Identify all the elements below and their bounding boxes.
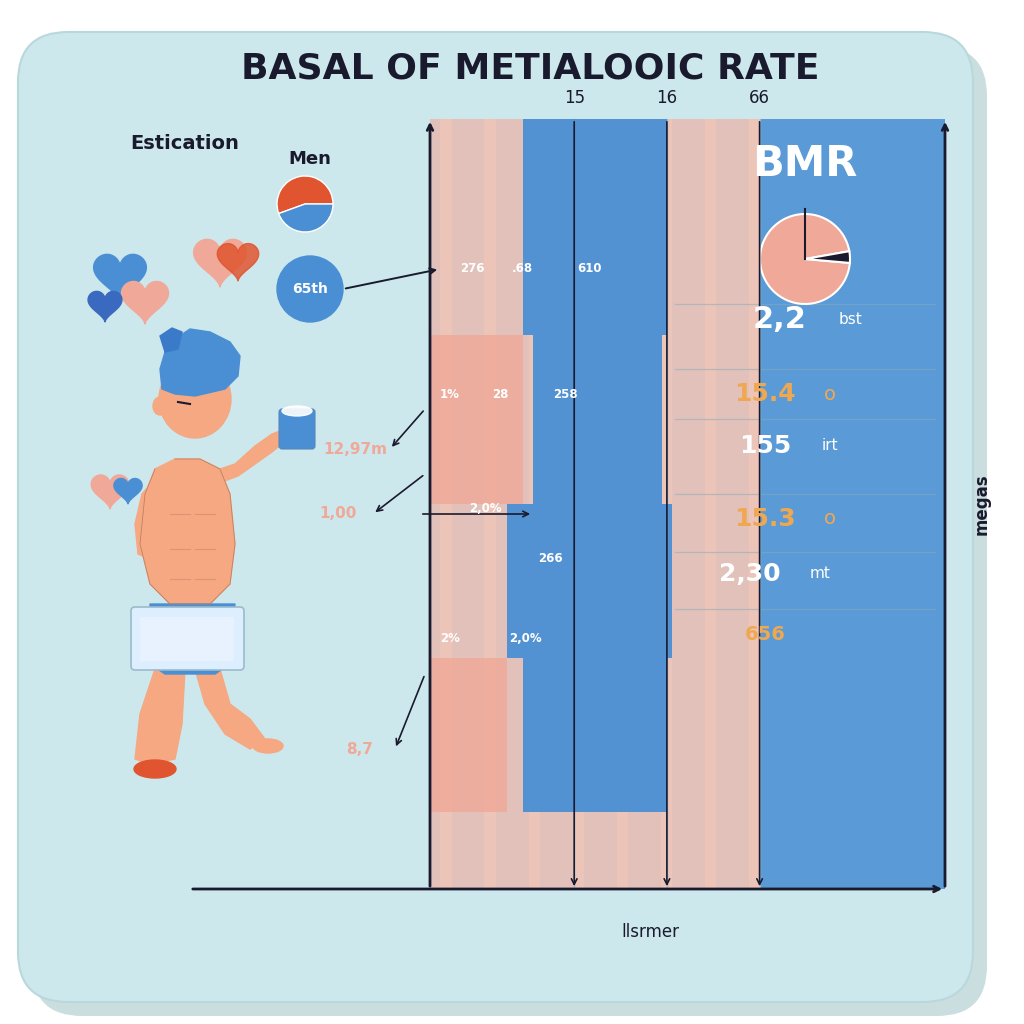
FancyBboxPatch shape [279, 409, 315, 449]
Text: 276: 276 [460, 262, 484, 275]
Text: bst: bst [838, 311, 862, 327]
Bar [760, 119, 945, 889]
Polygon shape [160, 328, 182, 352]
Text: 16: 16 [656, 89, 678, 106]
Polygon shape [150, 604, 234, 674]
Text: BASAL OF METIALOOIC RATE: BASAL OF METIALOOIC RATE [241, 52, 819, 86]
Polygon shape [88, 292, 122, 322]
Text: 258: 258 [553, 387, 578, 400]
Ellipse shape [253, 739, 283, 753]
Bar [528, 119, 540, 889]
Polygon shape [217, 244, 259, 281]
Text: o: o [824, 384, 836, 403]
Bar [534, 335, 662, 504]
Text: 610: 610 [578, 262, 602, 275]
Text: 1%: 1% [440, 387, 460, 400]
Polygon shape [93, 254, 146, 302]
Wedge shape [760, 214, 850, 304]
Text: o: o [824, 510, 836, 528]
Ellipse shape [153, 397, 167, 415]
Text: 15.3: 15.3 [734, 507, 796, 531]
Bar [616, 119, 628, 889]
Text: 155: 155 [739, 434, 792, 458]
Polygon shape [160, 329, 240, 396]
Text: 28: 28 [492, 387, 508, 400]
Text: 266: 266 [538, 553, 562, 565]
Text: Men: Men [289, 150, 332, 168]
Text: mt: mt [810, 566, 830, 582]
Text: Estication: Estication [130, 134, 239, 154]
Polygon shape [135, 479, 162, 559]
Bar [522, 658, 667, 812]
Ellipse shape [282, 406, 312, 416]
Bar [662, 119, 673, 889]
Text: 2,0%: 2,0% [509, 633, 542, 645]
Text: 1,00: 1,00 [319, 507, 356, 521]
Polygon shape [114, 478, 142, 504]
Ellipse shape [159, 360, 231, 438]
Text: 65th: 65th [292, 282, 328, 296]
Bar [750, 119, 761, 889]
Polygon shape [140, 459, 234, 604]
Text: 15: 15 [563, 89, 585, 106]
Text: 2,30: 2,30 [719, 562, 781, 586]
Polygon shape [91, 475, 129, 509]
FancyBboxPatch shape [131, 607, 244, 670]
Ellipse shape [134, 760, 176, 778]
Bar [430, 335, 522, 504]
FancyBboxPatch shape [18, 32, 973, 1002]
Bar [430, 658, 507, 812]
Polygon shape [194, 240, 247, 287]
Bar [507, 504, 672, 658]
Text: 66: 66 [750, 89, 770, 106]
Text: 2,0%: 2,0% [469, 503, 502, 515]
Circle shape [278, 256, 343, 322]
Text: 8,7: 8,7 [346, 741, 374, 757]
Text: 12,97m: 12,97m [323, 441, 387, 457]
Text: 2,2: 2,2 [753, 304, 807, 334]
Bar [522, 119, 667, 335]
Text: 656: 656 [744, 625, 785, 643]
Polygon shape [122, 282, 169, 324]
Bar [572, 119, 584, 889]
Bar [706, 119, 717, 889]
Wedge shape [805, 251, 850, 263]
Bar [430, 119, 760, 889]
Bar [484, 119, 496, 889]
Text: 2%: 2% [440, 633, 460, 645]
Text: 15.4: 15.4 [734, 382, 796, 406]
FancyBboxPatch shape [140, 617, 234, 662]
Wedge shape [279, 204, 333, 232]
Wedge shape [278, 176, 333, 214]
Text: .68: .68 [511, 262, 532, 275]
Polygon shape [220, 429, 288, 482]
Text: llsrmer: llsrmer [621, 923, 679, 941]
Text: irt: irt [821, 438, 839, 454]
Text: BMR: BMR [753, 143, 858, 185]
FancyBboxPatch shape [32, 46, 987, 1016]
Bar [440, 119, 452, 889]
Polygon shape [135, 669, 185, 764]
Text: megas: megas [973, 473, 991, 535]
Polygon shape [195, 669, 265, 749]
